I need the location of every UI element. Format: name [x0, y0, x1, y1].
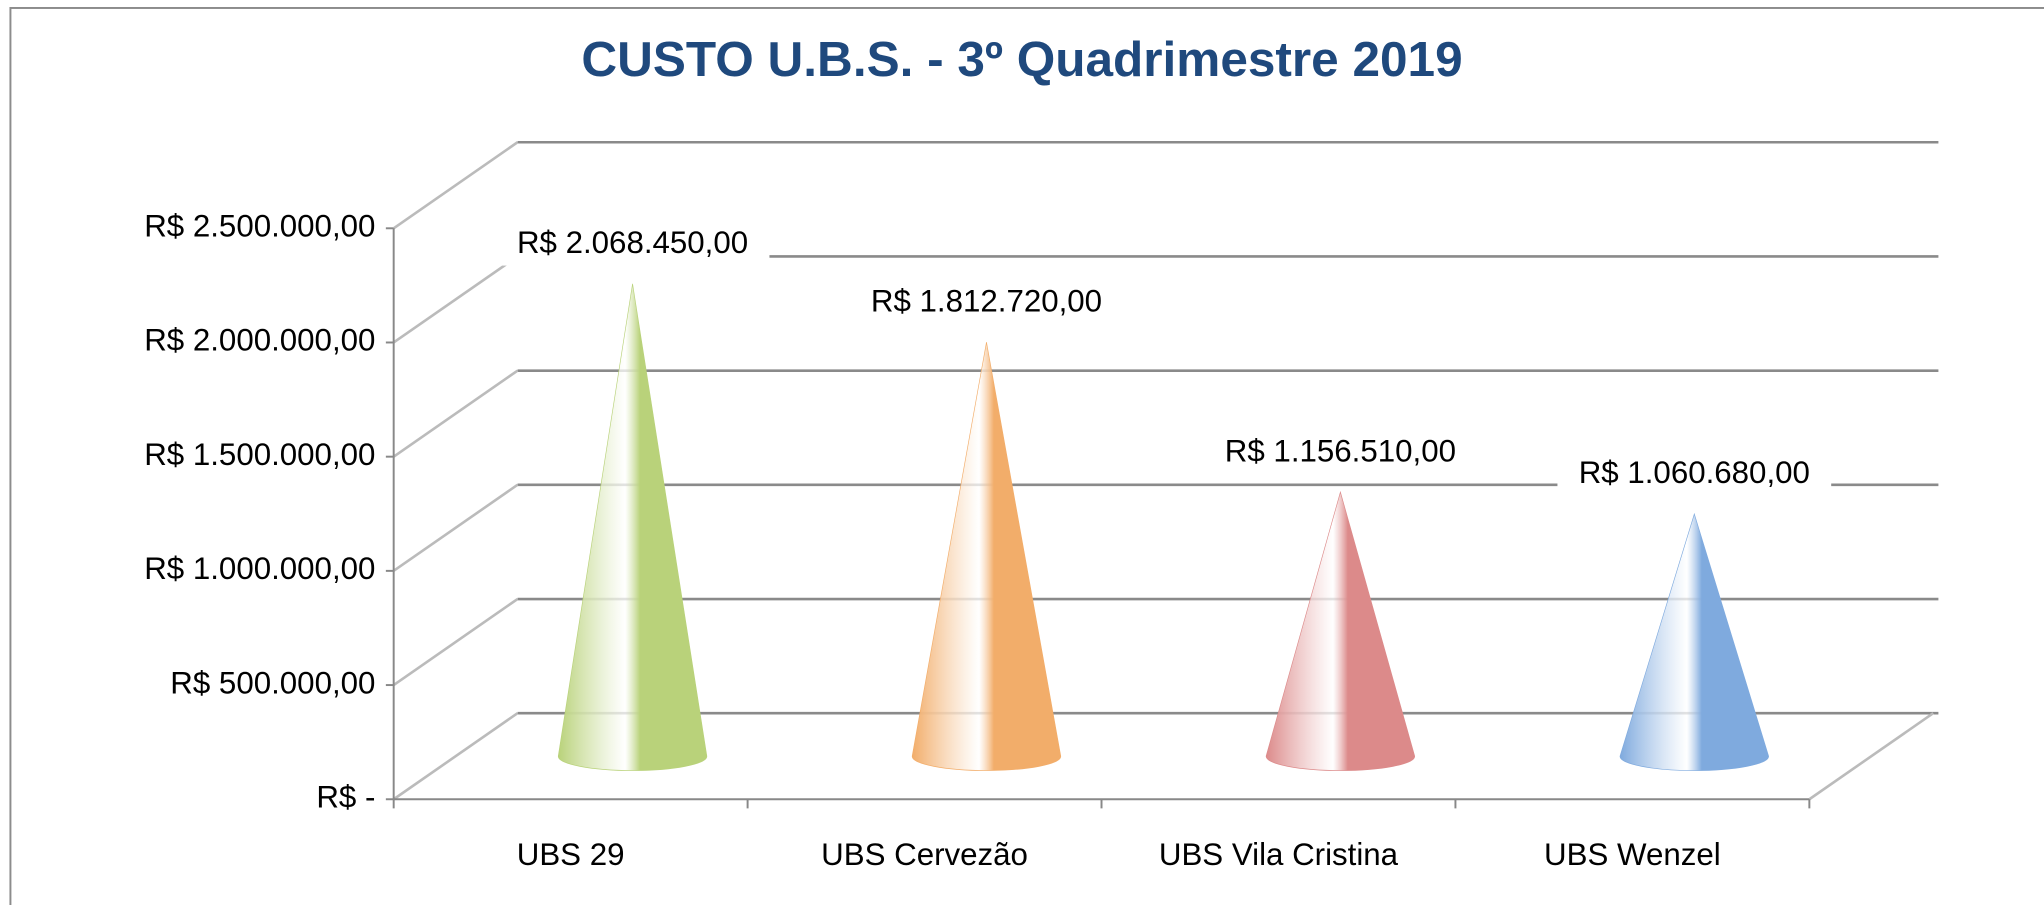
grid-line-side	[392, 255, 519, 344]
grid-line-side	[392, 597, 519, 687]
x-tick-label: UBS Wenzel	[1544, 837, 1721, 872]
grid-line-side	[392, 483, 519, 572]
label-background	[849, 282, 1124, 324]
x-tick-label: UBS Cervezão	[821, 837, 1028, 872]
floor-edge	[1808, 712, 1934, 801]
data-label: R$ 1.812.720,00	[871, 283, 1102, 318]
grid-line-side	[392, 712, 519, 801]
grid-line-side	[392, 141, 519, 230]
y-tick-label: R$ 2.500.000,00	[144, 209, 375, 244]
x-tick-label: UBS Vila Cristina	[1159, 837, 1399, 872]
cone	[911, 342, 1062, 771]
y-tick-label: R$ -	[316, 780, 375, 815]
chart-title: CUSTO U.B.S. - 3º Quadrimestre 2019	[581, 32, 1462, 87]
data-label: R$ 1.156.510,00	[1225, 433, 1456, 468]
data-label: R$ 1.060.680,00	[1579, 455, 1810, 490]
cone	[557, 283, 708, 771]
y-tick-label: R$ 2.000.000,00	[144, 323, 375, 358]
cone	[1619, 512, 1769, 771]
y-tick-label: R$ 500.000,00	[170, 665, 375, 700]
y-tick-label: R$ 1.500.000,00	[144, 437, 375, 472]
grid-line-side	[392, 369, 519, 458]
y-tick-label: R$ 1.000.000,00	[144, 551, 375, 586]
data-label: R$ 2.068.450,00	[517, 225, 748, 260]
label-background	[1557, 454, 1832, 496]
x-tick-label: UBS 29	[517, 837, 625, 872]
label-background	[1203, 432, 1478, 474]
label-background	[495, 223, 770, 266]
cone	[1265, 490, 1416, 771]
